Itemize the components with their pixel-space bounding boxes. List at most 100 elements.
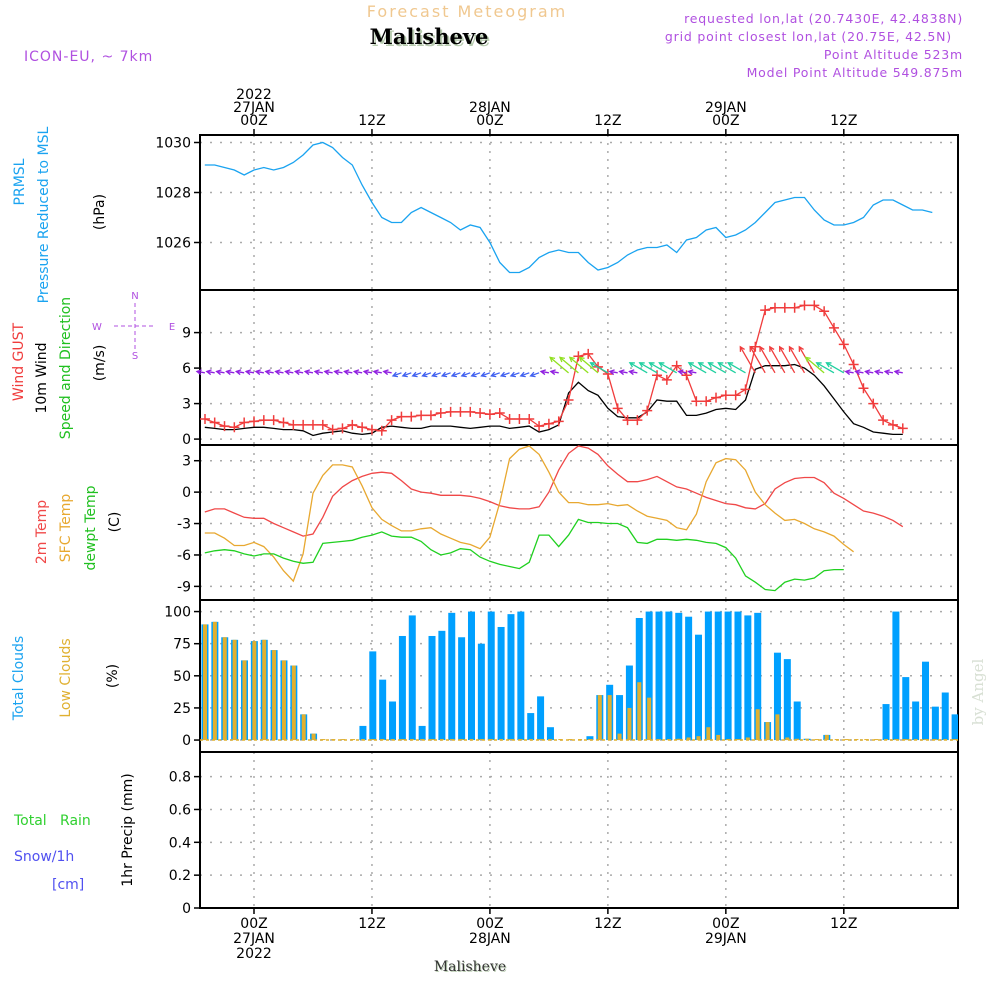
low-cloud-bar — [735, 739, 740, 741]
low-cloud-bar — [597, 695, 602, 741]
arrow-head — [529, 371, 536, 378]
y-tick-label: -6 — [177, 548, 191, 564]
wind-direction-arrow — [628, 369, 638, 376]
arrow-shaft — [579, 356, 599, 374]
arrow-head — [499, 371, 507, 378]
y-tick-label: 0 — [182, 901, 191, 917]
gust-marker — [425, 410, 436, 421]
wind-unit: (m/s) — [92, 345, 108, 382]
arrow-head — [825, 362, 832, 368]
arrow-shaft — [649, 362, 668, 374]
wind-direction-arrow — [769, 345, 786, 374]
precip-unit: 1hr Precip (mm) — [120, 773, 136, 886]
total-cloud-bar — [773, 652, 781, 741]
arrow-head — [549, 356, 556, 363]
arrow-shaft — [805, 356, 825, 374]
low-cloud-bar — [370, 739, 375, 741]
arrow-shaft — [688, 362, 707, 374]
arrow-shaft — [559, 356, 579, 374]
wind-direction-arrow — [490, 371, 500, 378]
gust-marker — [475, 408, 486, 419]
total-cloud-bar — [744, 615, 752, 741]
wind-direction-arrow — [539, 369, 550, 376]
low-cloud-bar — [489, 739, 494, 741]
temp-label-2m: 2m Temp — [34, 500, 50, 564]
y-tick-label: 50 — [173, 669, 191, 685]
total-cloud-bar — [497, 626, 505, 741]
low-cloud-bar — [400, 739, 405, 741]
wind-direction-arrow — [411, 371, 422, 378]
gust-marker — [317, 419, 328, 430]
top-time-label: 12Z — [830, 113, 857, 129]
total-cloud-bar — [941, 692, 949, 741]
gust-marker — [504, 413, 515, 424]
total-cloud-bar — [695, 634, 702, 741]
arrow-head — [313, 369, 320, 376]
arrow-head — [798, 345, 804, 352]
bottom-time-label: 2022 — [236, 946, 272, 962]
cloud-unit: (%) — [105, 664, 121, 688]
gust-marker — [848, 359, 859, 370]
arrow-head — [628, 362, 635, 368]
arrow-head — [401, 371, 408, 378]
low-cloud-bar — [745, 737, 750, 741]
low-cloud-bar — [311, 733, 316, 741]
arrow-head — [893, 369, 900, 376]
arrow-shaft — [718, 362, 736, 374]
gust-marker — [573, 351, 584, 362]
gust-marker — [268, 415, 279, 426]
panel-frame-temp — [199, 444, 959, 601]
total-cloud-bar — [714, 611, 722, 741]
arrow-head — [854, 369, 861, 376]
y-tick-label: 1030 — [155, 136, 191, 152]
gust-marker — [711, 392, 722, 403]
wind-direction-arrow — [658, 362, 678, 374]
gust-marker — [465, 406, 476, 417]
wind-direction-arrow — [509, 371, 520, 378]
arrow-head — [608, 369, 615, 376]
y-tick-label: -3 — [177, 517, 191, 533]
arrow-shaft — [461, 372, 471, 377]
arrow-head — [844, 369, 851, 376]
total-cloud-bar — [458, 637, 466, 741]
top-time-label: 00Z — [712, 113, 739, 129]
low-cloud-bar — [587, 739, 592, 741]
total-cloud-bar — [477, 643, 485, 741]
low-cloud-bar — [903, 739, 908, 741]
arrow-head — [509, 371, 516, 378]
gust-marker — [357, 422, 368, 433]
y-tick-label: 3 — [182, 397, 191, 413]
title: Malisheve — [370, 24, 489, 49]
wind-direction-arrow — [391, 371, 402, 378]
gust-marker — [553, 416, 564, 427]
wind-direction-arrow — [727, 362, 746, 374]
gust-marker — [828, 322, 839, 333]
wind-direction-arrow — [687, 369, 697, 376]
arrow-shaft — [392, 372, 402, 377]
gust-marker — [524, 413, 535, 424]
top-time-label: 29JAN — [705, 100, 747, 116]
gust-marker — [563, 395, 574, 406]
wind-direction-arrow — [788, 345, 806, 374]
gust-marker — [789, 302, 800, 313]
wind-direction-arrow — [549, 369, 559, 376]
point-altitude: Point Altitude 523m — [824, 47, 963, 62]
gust-marker — [612, 403, 623, 414]
gust-marker — [838, 339, 849, 350]
total-cloud-bar — [892, 611, 900, 741]
wind-label-gust: Wind GUST — [11, 322, 27, 401]
low-cloud-bar — [686, 737, 691, 741]
footer-station: Malisheve — [434, 959, 506, 975]
gust-marker — [337, 423, 348, 434]
gust-marker — [484, 409, 495, 420]
compass-w: W — [92, 322, 102, 333]
wind-direction-arrow — [608, 369, 618, 376]
gust-marker — [249, 416, 259, 427]
gust-marker — [691, 396, 702, 407]
low-cloud-bar — [824, 734, 829, 741]
wind-direction-arrow — [815, 362, 835, 374]
gust-marker — [740, 384, 751, 395]
y-tick-label: 0.2 — [169, 868, 191, 884]
low-cloud-bar — [706, 727, 711, 741]
wind-direction-arrow — [739, 345, 756, 374]
